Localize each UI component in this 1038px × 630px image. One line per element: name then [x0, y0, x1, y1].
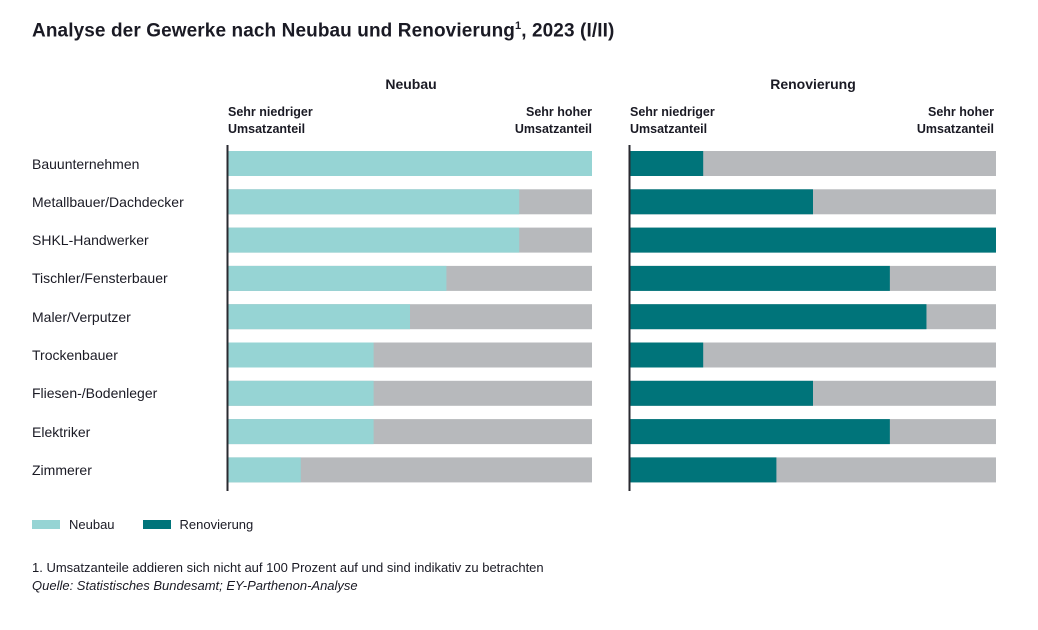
legend-item-renovierung: Renovierung	[142, 517, 254, 532]
bar-neubau	[228, 342, 374, 368]
bar-renovierung	[630, 265, 890, 291]
panel-title-renovierung: Renovierung	[770, 76, 856, 92]
legend-item-neubau: Neubau	[32, 517, 115, 532]
category-label: Trockenbauer	[32, 347, 118, 363]
bar-chart	[226, 145, 996, 491]
chart-title: Analyse der Gewerke nach Neubau und Reno…	[32, 20, 615, 42]
bar-neubau	[228, 227, 520, 253]
footnote-block: 1. Umsatzanteile addieren sich nicht auf…	[32, 559, 544, 595]
bar-renovierung	[630, 342, 704, 368]
category-label: Maler/Verputzer	[32, 308, 131, 325]
bar-renovierung	[630, 227, 996, 253]
category-label: Bauunternehmen	[32, 155, 140, 172]
bar-neubau	[228, 265, 447, 291]
bar-neubau	[228, 380, 374, 406]
legend: Neubau Renovierung	[32, 517, 281, 532]
bar-neubau	[228, 304, 410, 330]
legend-label-renovierung: Renovierung	[179, 517, 254, 532]
panel-title-neubau: Neubau	[385, 76, 437, 92]
bar-renovierung	[630, 419, 890, 445]
bar-neubau	[228, 457, 301, 483]
legend-swatch-renovierung	[142, 520, 171, 529]
source: Quelle: Statistisches Bundesamt; EY-Part…	[32, 578, 358, 593]
bar-renovierung	[630, 151, 704, 176]
title-footnote-marker: 1	[515, 20, 522, 32]
bar-renovierung	[630, 304, 927, 330]
renovierung-low-label: Sehr niedriger Umsatzanteil	[630, 105, 715, 136]
category-label: Tischler/Fensterbauer	[32, 270, 168, 287]
legend-swatch-neubau	[32, 520, 60, 529]
neubau-low-label: Sehr niedriger Umsatzanteil	[228, 105, 313, 136]
category-label: Elektriker	[32, 423, 91, 440]
footnote: 1. Umsatzanteile addieren sich nicht auf…	[32, 560, 544, 575]
bar-neubau	[228, 189, 520, 215]
category-label: SHKL-Handwerker	[32, 232, 149, 249]
bar-renovierung	[630, 189, 813, 215]
neubau-high-label: Sehr hoher Umsatzanteil	[514, 105, 592, 136]
bar-renovierung	[630, 380, 813, 406]
title-suffix: , 2023 (I/II)	[521, 20, 615, 42]
bar-neubau	[228, 419, 374, 445]
bar-renovierung	[630, 457, 777, 483]
bar-neubau	[228, 151, 592, 176]
category-label: Zimmerer	[32, 461, 92, 478]
category-label: Fliesen-/Bodenleger	[32, 385, 158, 402]
legend-label-neubau: Neubau	[69, 517, 115, 532]
category-label: Metallbauer/Dachdecker	[32, 193, 184, 210]
renovierung-high-label: Sehr hoher Umsatzanteil	[916, 105, 994, 136]
